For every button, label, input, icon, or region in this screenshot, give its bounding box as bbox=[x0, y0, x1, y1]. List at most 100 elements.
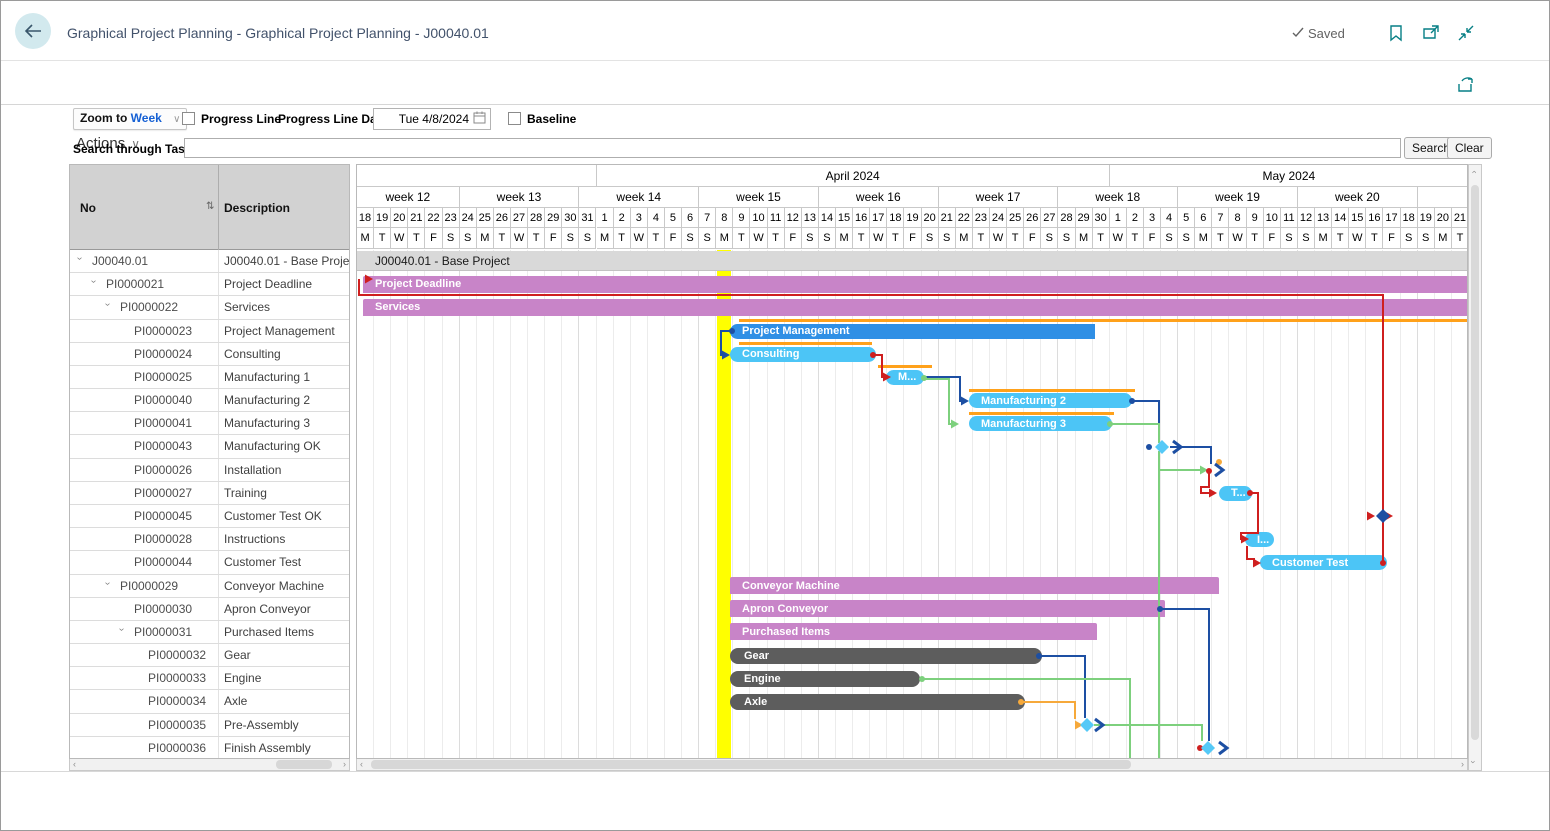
share-icon[interactable] bbox=[1457, 75, 1475, 93]
search-tasks-label: Search through Tasks: bbox=[73, 142, 203, 156]
open-in-new-window-icon[interactable] bbox=[1422, 24, 1440, 42]
gantt-horizontal-scrollbar[interactable]: ‹ › bbox=[356, 759, 1468, 771]
table-row[interactable]: PI0000045 Customer Test OK bbox=[70, 504, 349, 529]
scroll-down-icon[interactable]: › bbox=[1468, 760, 1479, 764]
gantt-bar-purchase[interactable]: Gear bbox=[730, 647, 1042, 664]
gantt-day-letter: S bbox=[818, 228, 836, 249]
scroll-up-icon[interactable]: › bbox=[1468, 170, 1479, 174]
table-row[interactable]: PI0000043 Manufacturing OK bbox=[70, 435, 349, 459]
task-description: J00040.01 - Base Project bbox=[224, 254, 350, 268]
table-row[interactable]: PI0000041 Manufacturing 3 bbox=[70, 412, 349, 436]
bar-label: Apron Conveyor bbox=[742, 602, 829, 615]
gantt-bar-task[interactable]: Project Management bbox=[730, 323, 1095, 339]
gantt-day-number: 23 bbox=[442, 208, 460, 228]
gantt-bar-task[interactable]: T... bbox=[1219, 485, 1252, 501]
gantt-gridline bbox=[509, 250, 511, 758]
scroll-left-icon[interactable]: ‹ bbox=[73, 759, 76, 769]
table-row[interactable]: PI0000026 Installation bbox=[70, 458, 349, 482]
gantt-gridline bbox=[1262, 250, 1264, 758]
scroll-left-icon[interactable]: ‹ bbox=[360, 759, 363, 769]
table-horizontal-scrollbar[interactable]: ‹ › bbox=[69, 759, 350, 771]
gantt-gridline bbox=[681, 250, 683, 758]
sort-icon[interactable]: ⇅ bbox=[206, 201, 215, 212]
scroll-right-icon[interactable]: › bbox=[343, 759, 346, 769]
table-hscroll-thumb[interactable] bbox=[276, 760, 332, 769]
table-row[interactable]: PI0000025 Manufacturing 1 bbox=[70, 365, 349, 390]
baseline-bar bbox=[969, 388, 1135, 392]
gantt-day-number: 28 bbox=[528, 208, 546, 228]
base-project-band[interactable]: J00040.01 - Base Project bbox=[357, 251, 1467, 271]
back-button[interactable] bbox=[15, 13, 51, 49]
dependency-line bbox=[1160, 608, 1210, 741]
search-button[interactable]: Search bbox=[1404, 137, 1459, 159]
gantt-bar-task[interactable]: I... bbox=[1245, 532, 1274, 548]
zoom-to-select[interactable]: Zoom to Week ∨ bbox=[73, 108, 188, 130]
table-row[interactable]: › PI0000021 Project Deadline bbox=[70, 273, 349, 297]
row-expand-icon[interactable]: › bbox=[74, 256, 86, 261]
column-description: Description bbox=[224, 201, 291, 215]
gantt-hscroll-thumb[interactable] bbox=[371, 760, 1131, 769]
gantt-bar-summary[interactable]: Project Deadline bbox=[363, 275, 1467, 293]
task-no: PI0000021 bbox=[106, 277, 165, 292]
gantt-bar-purchase[interactable]: Axle bbox=[730, 694, 1025, 710]
table-row[interactable]: PI0000023 Project Management bbox=[70, 319, 349, 343]
gantt-bar-task[interactable]: M... bbox=[886, 369, 924, 385]
baseline-bar bbox=[878, 365, 932, 369]
gantt-gridline bbox=[1296, 250, 1298, 758]
table-row[interactable]: PI0000035 Pre-Assembly bbox=[70, 713, 349, 737]
bar-label: Project Deadline bbox=[375, 278, 462, 291]
gantt-bar-summary[interactable]: Purchased Items bbox=[730, 623, 1097, 641]
gantt-bar-summary[interactable]: Apron Conveyor bbox=[730, 600, 1165, 618]
gantt-bar-purchase[interactable]: Engine bbox=[730, 670, 920, 687]
gantt-day-letter: T bbox=[1007, 228, 1025, 249]
scroll-right-icon[interactable]: › bbox=[1461, 759, 1464, 769]
calendar-icon[interactable] bbox=[473, 111, 486, 127]
table-row[interactable]: PI0000024 Consulting bbox=[70, 342, 349, 366]
table-row[interactable]: › J00040.01 J00040.01 - Base Project bbox=[70, 250, 350, 274]
row-expand-icon[interactable]: › bbox=[102, 581, 114, 585]
gantt-gridline bbox=[475, 250, 477, 758]
task-description: Manufacturing 2 bbox=[224, 393, 311, 408]
gantt-vscroll-thumb[interactable] bbox=[1471, 185, 1479, 740]
row-expand-icon[interactable]: › bbox=[116, 627, 128, 632]
row-expand-icon[interactable]: › bbox=[88, 280, 100, 284]
table-row[interactable]: › PI0000029 Conveyor Machine bbox=[70, 574, 349, 598]
row-expand-icon[interactable]: › bbox=[102, 303, 114, 307]
table-row[interactable]: › PI0000031 Purchased Items bbox=[70, 620, 349, 645]
gantt-vertical-scrollbar[interactable]: › › bbox=[1468, 164, 1482, 771]
gantt-day-letter: F bbox=[664, 228, 683, 249]
table-row[interactable]: PI0000033 Engine bbox=[70, 667, 349, 691]
table-row[interactable]: PI0000040 Manufacturing 2 bbox=[70, 389, 349, 413]
gantt-week-header: week 14 bbox=[579, 187, 700, 208]
gantt-bar-task[interactable]: Customer Test bbox=[1260, 555, 1387, 571]
table-row[interactable]: PI0000028 Instructions bbox=[70, 528, 349, 552]
actions-menu[interactable]: Actions ∨ bbox=[76, 135, 140, 152]
gantt-bar-task[interactable]: Consulting bbox=[730, 346, 876, 362]
gantt-day-letter: W bbox=[1349, 228, 1367, 249]
gantt-bar-summary[interactable]: Services bbox=[363, 298, 1467, 316]
collapse-icon[interactable] bbox=[1457, 24, 1475, 42]
gantt-bar-task[interactable]: Manufacturing 3 bbox=[969, 416, 1112, 432]
table-row[interactable]: PI0000027 Training bbox=[70, 481, 349, 505]
table-row[interactable]: PI0000032 Gear bbox=[70, 644, 349, 668]
table-row[interactable]: › PI0000022 Services bbox=[70, 296, 349, 320]
gantt-gridline bbox=[1108, 250, 1110, 758]
table-row[interactable]: PI0000030 Apron Conveyor bbox=[70, 597, 349, 621]
gantt-bar-summary[interactable]: Conveyor Machine bbox=[730, 577, 1219, 595]
table-row[interactable]: PI0000034 Axle bbox=[70, 690, 349, 714]
bookmark-icon[interactable] bbox=[1387, 24, 1405, 42]
gantt-day-letter: W bbox=[1109, 228, 1127, 249]
gantt-day-letter: S bbox=[1400, 228, 1418, 249]
gantt-day-letter: S bbox=[579, 228, 597, 249]
progress-line-date-field[interactable]: Tue 4/8/2024 bbox=[373, 108, 491, 130]
table-row[interactable]: PI0000036 Finish Assembly bbox=[70, 736, 349, 758]
gantt-day-number: 4 bbox=[1161, 208, 1179, 228]
table-row[interactable]: PI0000044 Customer Test bbox=[70, 551, 349, 575]
gantt-day-letter: T bbox=[1366, 228, 1384, 249]
gantt-bar-task[interactable]: Manufacturing 2 bbox=[969, 393, 1132, 409]
progress-line-checkbox[interactable] bbox=[182, 112, 195, 125]
search-input[interactable] bbox=[184, 138, 1401, 158]
baseline-checkbox[interactable] bbox=[508, 112, 521, 125]
clear-button[interactable]: Clear bbox=[1447, 137, 1492, 159]
